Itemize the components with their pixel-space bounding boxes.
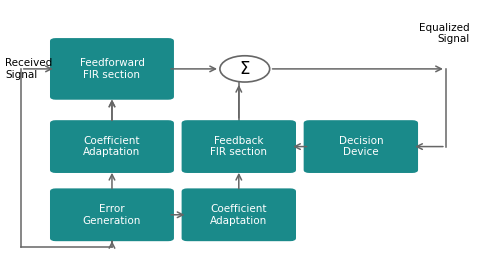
Text: Equalized
Signal: Equalized Signal <box>419 23 470 44</box>
FancyBboxPatch shape <box>50 38 174 100</box>
FancyBboxPatch shape <box>304 120 418 173</box>
FancyBboxPatch shape <box>181 120 296 173</box>
Text: $\Sigma$: $\Sigma$ <box>239 60 251 78</box>
Text: Feedback
FIR section: Feedback FIR section <box>210 136 267 157</box>
Text: Coefficient
Adaptation: Coefficient Adaptation <box>210 204 267 226</box>
Circle shape <box>220 56 270 82</box>
Text: Feedforward
FIR section: Feedforward FIR section <box>80 58 144 80</box>
Text: Received
Signal: Received Signal <box>5 58 53 80</box>
Text: Decision
Device: Decision Device <box>338 136 383 157</box>
FancyBboxPatch shape <box>50 120 174 173</box>
Text: Error
Generation: Error Generation <box>83 204 141 226</box>
Text: Coefficient
Adaptation: Coefficient Adaptation <box>84 136 141 157</box>
FancyBboxPatch shape <box>181 188 296 241</box>
FancyBboxPatch shape <box>50 188 174 241</box>
